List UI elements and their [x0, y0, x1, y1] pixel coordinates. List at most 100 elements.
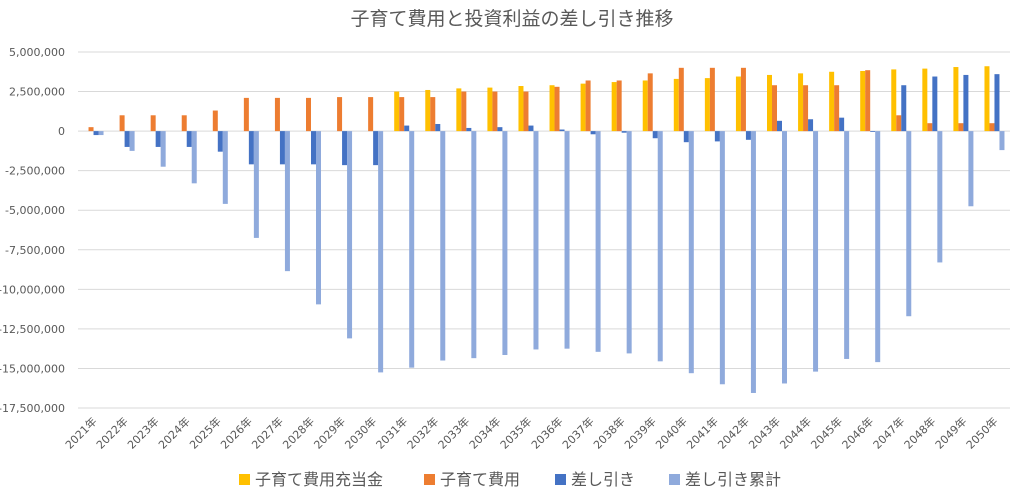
bar [222, 131, 228, 204]
bar [497, 127, 503, 132]
y-tick-label: -12,500,000 [0, 323, 65, 336]
bar [683, 131, 689, 143]
bar [750, 131, 756, 393]
bar [777, 120, 782, 132]
bar [839, 117, 845, 132]
y-tick-label: -7,500,000 [5, 244, 65, 257]
bar [989, 123, 995, 132]
bar [549, 85, 555, 132]
bar [212, 110, 218, 132]
bar [342, 131, 348, 166]
bar [798, 73, 804, 132]
bar [404, 125, 410, 132]
bar [740, 67, 746, 132]
bar [714, 131, 720, 142]
chart-title: 子育て費用と投資利益の差し引き推移 [350, 8, 673, 30]
bar [963, 74, 969, 132]
bar [678, 67, 684, 132]
bar [968, 131, 974, 207]
bar [652, 131, 658, 139]
bar [901, 85, 907, 132]
y-tick-label: -10,000,000 [0, 283, 65, 296]
legend-swatch [669, 474, 680, 485]
gridlines [78, 51, 1010, 409]
bar [98, 131, 104, 136]
bar [844, 131, 850, 359]
bar [673, 78, 679, 132]
bar [585, 80, 591, 132]
legend-label: 子育て費用 [440, 470, 520, 489]
bar [124, 131, 130, 147]
bar [533, 131, 539, 350]
bar [93, 131, 99, 136]
bar [808, 119, 814, 132]
bar [611, 82, 617, 132]
bar [347, 131, 353, 339]
bar [813, 131, 819, 372]
bar [647, 73, 653, 132]
bars [88, 66, 1005, 393]
bar [523, 91, 529, 132]
bar [337, 97, 343, 132]
bar [248, 131, 254, 165]
bar [373, 131, 379, 166]
bar [316, 131, 321, 305]
bar [471, 131, 477, 359]
bar [829, 71, 835, 132]
legend-label: 差し引き [571, 470, 635, 489]
bar [253, 131, 259, 238]
bar [906, 131, 912, 317]
bar [719, 131, 725, 385]
bar [870, 131, 876, 132]
bar [461, 91, 467, 132]
legend-label: 子育て費用充当金 [255, 470, 383, 489]
bar [492, 91, 498, 132]
bar [119, 115, 125, 132]
bar [487, 87, 493, 132]
y-tick-label: 2,500,000 [9, 86, 65, 99]
bar [311, 131, 316, 165]
bar [88, 127, 94, 132]
bar [279, 131, 285, 165]
legend: 子育て費用充当金 子育て費用 差し引き 差し引き累計 [239, 470, 781, 489]
bar [440, 131, 446, 361]
y-tick-label: 5,000,000 [9, 46, 65, 59]
bar [953, 67, 959, 132]
bar [564, 131, 570, 349]
y-tick-label: 0 [58, 125, 65, 138]
bar [927, 123, 933, 132]
bar [368, 97, 374, 132]
bar [160, 131, 166, 167]
bar [559, 129, 565, 132]
bar [958, 123, 964, 132]
bar [181, 115, 187, 132]
bar [425, 89, 431, 132]
bar [409, 131, 415, 368]
bar [642, 80, 648, 132]
legend-swatch [239, 474, 250, 485]
bar [129, 131, 135, 151]
bar [865, 70, 871, 132]
bar [274, 97, 280, 132]
bar [150, 115, 156, 132]
bar [378, 131, 384, 373]
bar [399, 97, 405, 132]
bar [932, 76, 938, 132]
bar [937, 131, 943, 263]
y-tick-label: -5,000,000 [5, 204, 65, 217]
bar [394, 91, 400, 132]
bar [243, 97, 249, 132]
bar [860, 70, 866, 132]
bar [709, 67, 715, 132]
bar [688, 131, 694, 374]
legend-label: 差し引き累計 [685, 470, 781, 489]
bar [834, 85, 840, 132]
bar [528, 125, 534, 132]
bar [891, 69, 897, 132]
bar [306, 97, 311, 132]
y-tick-label: -2,500,000 [5, 165, 65, 178]
bar [217, 131, 223, 152]
bar [772, 85, 777, 132]
